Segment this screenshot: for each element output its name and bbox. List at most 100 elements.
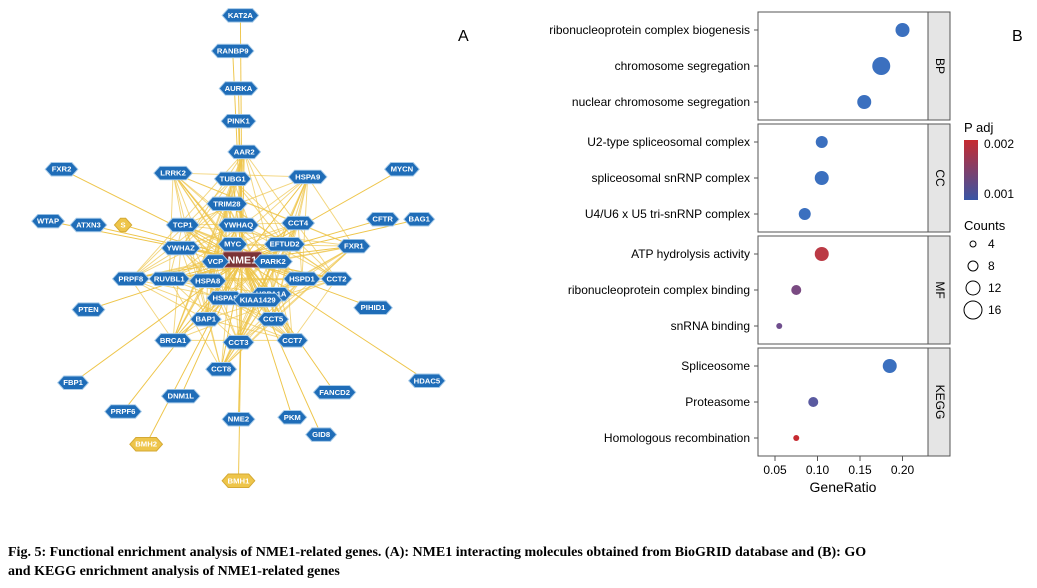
- caption-line2: and KEGG enrichment analysis of NME1-rel…: [8, 564, 340, 579]
- svg-text:CCT8: CCT8: [211, 365, 232, 374]
- dotplot-point: [816, 136, 828, 148]
- svg-text:BP: BP: [933, 58, 947, 74]
- dotplot-point: [808, 397, 818, 407]
- svg-text:KIAA1429: KIAA1429: [240, 296, 276, 305]
- facet-panel: [758, 236, 928, 344]
- dotplot-category-label: U4/U6 x U5 tri-snRNP complex: [585, 207, 750, 221]
- dotplot-point: [857, 95, 871, 109]
- figure-caption: Fig. 5: Functional enrichment analysis o…: [8, 544, 1018, 582]
- svg-text:12: 12: [988, 281, 1002, 295]
- svg-text:WTAP: WTAP: [37, 217, 59, 226]
- svg-text:TCP1: TCP1: [173, 221, 193, 230]
- dotplot-point: [896, 23, 910, 37]
- dotplot-point: [793, 435, 799, 441]
- svg-text:NME1: NME1: [228, 254, 257, 266]
- dotplot-point: [776, 323, 782, 329]
- svg-text:GID8: GID8: [312, 430, 331, 439]
- dotplot-category-label: chromosome segregation: [615, 59, 750, 73]
- svg-text:FANCD2: FANCD2: [319, 388, 350, 397]
- svg-text:BAG1: BAG1: [409, 215, 431, 224]
- dotplot-category-label: Spliceosome: [681, 359, 750, 373]
- svg-text:PKM: PKM: [284, 413, 301, 422]
- svg-text:NME2: NME2: [228, 415, 249, 424]
- dotplot-category-label: nuclear chromosome segregation: [572, 95, 750, 109]
- svg-text:MYC: MYC: [224, 240, 242, 249]
- svg-text:CCT3: CCT3: [228, 338, 248, 347]
- legend-size-title: Counts: [964, 218, 1006, 233]
- svg-text:AAR2: AAR2: [234, 147, 255, 156]
- svg-text:TRIM28: TRIM28: [213, 199, 241, 208]
- svg-text:BAP1: BAP1: [196, 315, 217, 324]
- svg-text:LRRK2: LRRK2: [160, 169, 186, 178]
- dotplot-point: [799, 208, 811, 220]
- svg-text:0.001: 0.001: [984, 187, 1014, 201]
- svg-text:PRPF8: PRPF8: [118, 274, 144, 283]
- svg-text:BRCA1: BRCA1: [160, 336, 187, 345]
- svg-text:FBP1: FBP1: [63, 378, 83, 387]
- svg-text:YWHAZ: YWHAZ: [167, 244, 195, 253]
- svg-text:CCT2: CCT2: [326, 274, 346, 283]
- svg-text:0.05: 0.05: [763, 463, 787, 477]
- svg-text:KAT2A: KAT2A: [228, 11, 254, 20]
- dotplot-point: [872, 57, 890, 75]
- dotplot-category-label: Proteasome: [685, 395, 750, 409]
- caption-line1: Fig. 5: Functional enrichment analysis o…: [8, 545, 866, 560]
- facet-panel: [758, 124, 928, 232]
- dot-plot: BPribonucleoprotein complex biogenesisch…: [498, 0, 1037, 520]
- svg-text:HDAC5: HDAC5: [414, 376, 441, 385]
- svg-text:RUVBL1: RUVBL1: [154, 274, 185, 283]
- legend-size-circle: [970, 241, 976, 247]
- dotplot-point: [815, 247, 829, 261]
- x-axis-title: GeneRatio: [810, 479, 877, 495]
- dotplot-category-label: snRNA binding: [671, 319, 750, 333]
- network-diagram: NME1 KAT2A RANBP9 AURKA PINK1 AAR2 LRRK2 TUBG1 H…: [0, 0, 500, 500]
- svg-text:DNM1L: DNM1L: [168, 392, 195, 401]
- svg-text:4: 4: [988, 237, 995, 251]
- svg-text:FXR1: FXR1: [344, 242, 364, 251]
- svg-text:PTEN: PTEN: [78, 305, 99, 314]
- dotplot-category-label: spliceosomal snRNP complex: [591, 171, 750, 185]
- svg-text:AURKA: AURKA: [225, 84, 253, 93]
- svg-text:ATXN3: ATXN3: [76, 221, 101, 230]
- svg-text:CFTR: CFTR: [372, 215, 393, 224]
- svg-text:8: 8: [988, 259, 995, 273]
- svg-text:RANBP9: RANBP9: [217, 46, 249, 55]
- svg-text:PINK1: PINK1: [227, 117, 250, 126]
- svg-text:CCT5: CCT5: [263, 315, 284, 324]
- svg-text:KEGG: KEGG: [933, 385, 947, 420]
- svg-text:VCP: VCP: [207, 257, 223, 266]
- svg-text:S: S: [121, 221, 126, 230]
- dotplot-category-label: Homologous recombination: [604, 431, 750, 445]
- legend-color-bar: [964, 140, 978, 200]
- svg-text:0.10: 0.10: [806, 463, 830, 477]
- svg-text:BMH1: BMH1: [228, 476, 251, 485]
- svg-text:HSPD1: HSPD1: [289, 274, 315, 283]
- svg-text:MF: MF: [933, 281, 947, 298]
- svg-text:BMH2: BMH2: [135, 440, 157, 449]
- dotplot-category-label: ribonucleoprotein complex binding: [568, 283, 750, 297]
- svg-text:FXR2: FXR2: [52, 165, 72, 174]
- legend-size-circle: [964, 301, 982, 319]
- dotplot-category-label: U2-type spliceosomal complex: [587, 135, 750, 149]
- svg-text:CCT4: CCT4: [288, 219, 309, 228]
- svg-text:PIHID1: PIHID1: [361, 303, 387, 312]
- svg-text:16: 16: [988, 303, 1002, 317]
- svg-text:0.20: 0.20: [891, 463, 915, 477]
- dotplot-point: [791, 285, 801, 295]
- svg-text:HSPA9: HSPA9: [295, 172, 320, 181]
- svg-text:PARK2: PARK2: [260, 257, 286, 266]
- legend-size-circle: [968, 261, 978, 271]
- dotplot-point: [883, 359, 897, 373]
- svg-text:0.002: 0.002: [984, 137, 1014, 151]
- facet-panel: [758, 348, 928, 456]
- legend-size-circle: [966, 281, 980, 295]
- svg-text:MYCN: MYCN: [391, 165, 414, 174]
- svg-text:CCT7: CCT7: [282, 336, 302, 345]
- svg-text:HSPA8: HSPA8: [195, 276, 221, 285]
- svg-text:TUBG1: TUBG1: [220, 174, 247, 183]
- svg-text:CC: CC: [933, 169, 947, 187]
- dotplot-category-label: ATP hydrolysis activity: [631, 247, 750, 261]
- svg-text:EFTUD2: EFTUD2: [270, 240, 300, 249]
- dotplot-point: [815, 171, 829, 185]
- legend-color-title: P adj: [964, 120, 994, 135]
